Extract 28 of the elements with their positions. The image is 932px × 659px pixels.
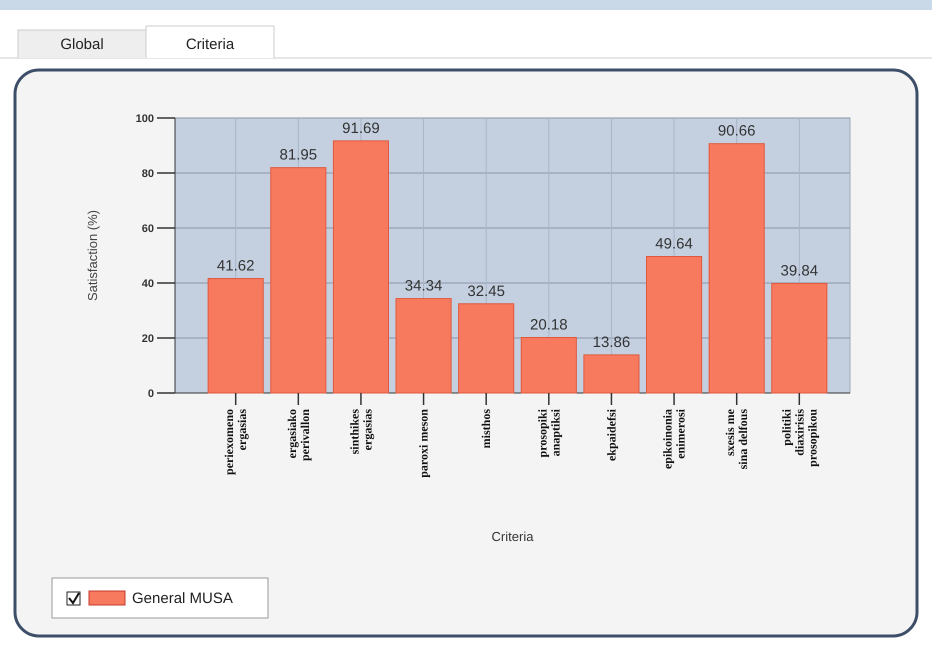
x-tick-label: misthos [479,408,494,448]
x-tick-label: epikoinonia enimerosi [660,408,688,470]
x-tick-label: sinthikes ergasias [347,408,374,454]
data-label: 20.18 [530,316,568,334]
x-tick-label: ekpaidefsi [604,408,618,462]
y-tick-label: 40 [142,278,154,290]
y-axis-title: Satisfaction (%) [85,210,100,302]
tab: Criteria [146,26,274,58]
data-label: 34.34 [404,278,442,295]
data-label: 32.45 [467,282,505,300]
data-label: 90.66 [718,122,756,140]
y-tick-label: 0 [148,388,154,400]
tab: Global [18,30,146,58]
data-label: 13.86 [592,334,630,351]
data-label: 39.84 [780,262,818,280]
x-tick-label: paroxi meson [416,408,431,478]
y-tick-label: 100 [136,112,154,125]
data-label: 81.95 [280,146,318,164]
data-label: 41.62 [216,258,254,275]
x-axis-title: Criteria [492,529,534,544]
data-label: 49.64 [655,235,693,252]
y-tick-label: 60 [142,222,154,235]
y-tick-label: 80 [142,168,154,180]
x-tick-label: periexomeno ergasias [222,408,250,475]
legend-label: General MUSA [132,590,233,607]
data-label: 91.69 [342,120,380,137]
x-tick-label: prosopiki anaptiksi [535,408,562,458]
y-tick-label: 20 [142,332,154,345]
